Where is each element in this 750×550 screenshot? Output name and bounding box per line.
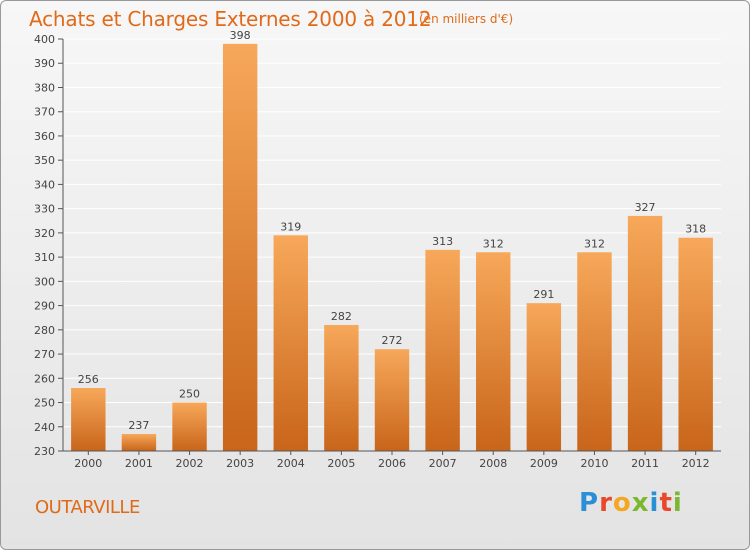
y-tick-label: 360 — [34, 130, 55, 143]
logo-letter: P — [579, 488, 599, 518]
data-label: 319 — [280, 220, 301, 233]
y-tick-label: 300 — [34, 275, 55, 288]
chart-frame: Achats et Charges Externes 2000 à 2012 (… — [0, 0, 750, 550]
x-tick-label: 2009 — [530, 457, 558, 470]
data-label: 256 — [78, 373, 99, 386]
y-tick-label: 240 — [34, 421, 55, 434]
y-tick-label: 270 — [34, 348, 55, 361]
logo-letter: i — [673, 488, 683, 518]
bar — [274, 235, 308, 451]
logo-letter: o — [613, 488, 632, 518]
bar — [577, 252, 611, 451]
y-tick-label: 260 — [34, 372, 55, 385]
y-tick-label: 330 — [34, 203, 55, 216]
bar — [172, 403, 206, 451]
x-tick-label: 2003 — [226, 457, 254, 470]
bar — [476, 252, 510, 451]
y-tick-label: 340 — [34, 178, 55, 191]
data-label: 272 — [382, 334, 403, 347]
x-tick-label: 2012 — [682, 457, 710, 470]
data-label: 250 — [179, 388, 200, 401]
y-tick-label: 250 — [34, 397, 55, 410]
logo-letter: r — [599, 488, 613, 518]
bar — [223, 44, 257, 451]
y-tick-label: 280 — [34, 324, 55, 337]
bar — [122, 434, 156, 451]
x-tick-label: 2004 — [277, 457, 305, 470]
logo-letter: i — [650, 488, 660, 518]
y-tick-label: 350 — [34, 154, 55, 167]
x-tick-label: 2010 — [580, 457, 608, 470]
proxiti-logo: Proxiti — [579, 488, 683, 518]
y-tick-label: 290 — [34, 300, 55, 313]
bar — [375, 349, 409, 451]
x-tick-label: 2001 — [125, 457, 153, 470]
y-tick-label: 320 — [34, 227, 55, 240]
bar — [527, 303, 561, 451]
data-label: 312 — [584, 237, 605, 250]
town-name: OUTARVILLE — [35, 497, 140, 518]
y-tick-label: 230 — [34, 445, 55, 458]
data-label: 313 — [432, 235, 453, 248]
data-label: 318 — [685, 223, 706, 236]
data-label: 327 — [635, 201, 656, 214]
x-tick-label: 2008 — [479, 457, 507, 470]
y-tick-label: 400 — [34, 33, 55, 46]
bar — [678, 238, 712, 451]
bar — [324, 325, 358, 451]
x-tick-label: 2005 — [327, 457, 355, 470]
logo-letter: t — [659, 488, 672, 518]
y-tick-label: 380 — [34, 81, 55, 94]
y-tick-label: 390 — [34, 57, 55, 70]
x-tick-label: 2000 — [74, 457, 102, 470]
bar-chart: 230 240 250 260 270 280 290 300 310 320 330 340 350 3… — [1, 1, 749, 549]
x-tick-label: 2006 — [378, 457, 406, 470]
bar — [71, 388, 105, 451]
data-label: 398 — [230, 29, 251, 42]
x-tick-label: 2002 — [176, 457, 204, 470]
data-label: 312 — [483, 237, 504, 250]
x-tick-label: 2007 — [429, 457, 457, 470]
data-label: 237 — [128, 419, 149, 432]
y-tick-label: 310 — [34, 251, 55, 264]
data-label: 282 — [331, 310, 352, 323]
y-tick-label: 370 — [34, 106, 55, 119]
x-tick-label: 2011 — [631, 457, 659, 470]
bar — [425, 250, 459, 451]
bar — [628, 216, 662, 451]
data-label: 291 — [533, 288, 554, 301]
logo-letter: x — [632, 488, 650, 518]
